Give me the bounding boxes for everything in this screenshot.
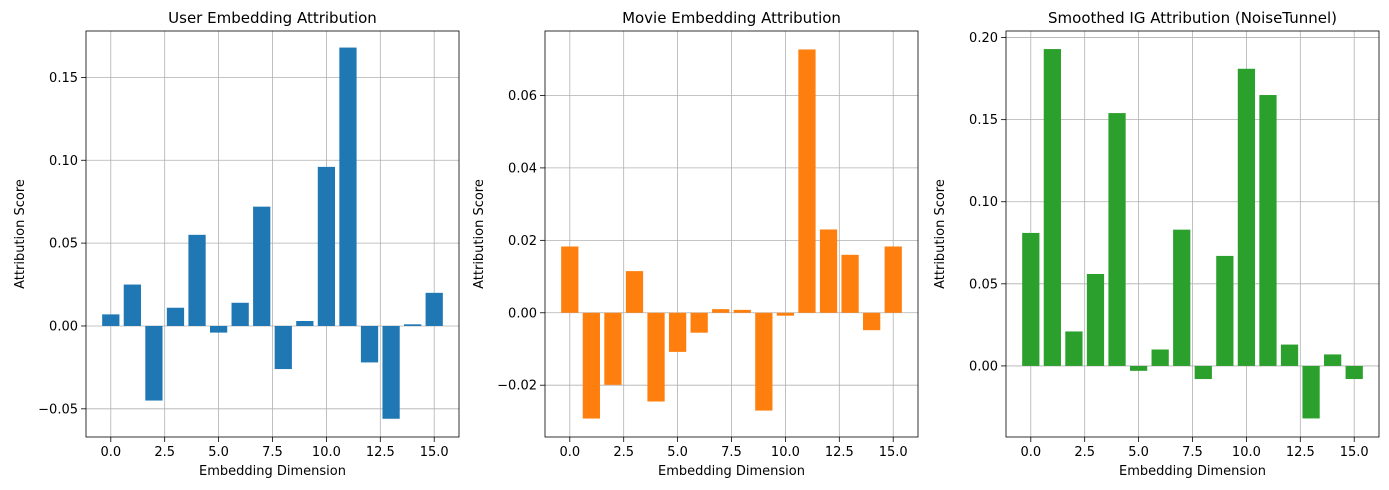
bar-dim-1 bbox=[582, 312, 600, 419]
y-tick-label: 0.20 bbox=[969, 31, 998, 46]
bar-dim-2 bbox=[604, 312, 622, 385]
bar-dim-8 bbox=[1194, 365, 1212, 380]
bar-dim-14 bbox=[863, 312, 881, 331]
chart-panel-2: 0.0 2.5 5.0 7.5 10.0 12.5 15.0 −0.02 0.00 0.02 0.0… bbox=[472, 9, 919, 479]
bar-dim-5 bbox=[1129, 365, 1148, 371]
x-tick-label: 5.0 bbox=[667, 445, 688, 460]
chart-title: User Embedding Attribution bbox=[168, 9, 377, 27]
bar-dim-11 bbox=[1259, 95, 1277, 366]
bar-dim-13 bbox=[382, 325, 400, 419]
y-tick-label: 0.06 bbox=[508, 89, 537, 104]
bar-dim-13 bbox=[1302, 365, 1320, 419]
bar-dim-13 bbox=[841, 254, 859, 313]
y-tick-label: 0.04 bbox=[508, 161, 537, 176]
y-tick-label: 0.15 bbox=[969, 113, 998, 128]
bar-dim-3 bbox=[625, 271, 644, 313]
x-tick-label: 7.5 bbox=[1182, 445, 1203, 460]
x-tick-label: 12.5 bbox=[366, 445, 395, 460]
bar-dim-7 bbox=[712, 309, 730, 313]
bar-dim-4 bbox=[1108, 113, 1126, 366]
bar-dim-5 bbox=[209, 325, 228, 333]
bar-dim-2 bbox=[1065, 331, 1083, 366]
y-tick-label: 0.02 bbox=[508, 234, 537, 249]
x-tick-label: 0.0 bbox=[559, 445, 580, 460]
bar-dim-9 bbox=[296, 321, 314, 326]
bar-dim-12 bbox=[360, 325, 379, 363]
bar-dim-8 bbox=[733, 309, 751, 313]
chart-panel-1: 0.0 2.5 5.0 7.5 10.0 12.5 15.0 −0.05 0.00 0.05 0.1… bbox=[13, 9, 460, 479]
y-tick-label: 0.00 bbox=[969, 359, 998, 374]
x-tick-label: 7.5 bbox=[721, 445, 742, 460]
y-tick-label: 0.00 bbox=[508, 306, 537, 321]
bar-dim-0 bbox=[102, 314, 120, 326]
y-axis-label: Attribution Score bbox=[13, 179, 28, 289]
bar-dim-10 bbox=[776, 312, 795, 316]
x-tick-label: 10.0 bbox=[312, 445, 341, 460]
x-tick-label: 15.0 bbox=[1340, 445, 1369, 460]
bar-dim-10 bbox=[317, 166, 336, 326]
bar-dim-9 bbox=[1216, 255, 1234, 366]
bar-dim-12 bbox=[819, 229, 838, 313]
x-tick-label: 5.0 bbox=[1128, 445, 1149, 460]
bar-dim-6 bbox=[231, 302, 249, 326]
bar-dim-3 bbox=[166, 307, 185, 326]
y-tick-label: 0.05 bbox=[49, 237, 78, 252]
bar-dim-14 bbox=[1324, 354, 1342, 366]
x-tick-label: 12.5 bbox=[825, 445, 854, 460]
y-axis-label: Attribution Score bbox=[472, 179, 487, 289]
x-tick-label: 12.5 bbox=[1286, 445, 1315, 460]
bar-dim-1 bbox=[1043, 49, 1061, 366]
bar-dim-15 bbox=[1345, 365, 1363, 380]
bar-dim-2 bbox=[145, 325, 163, 401]
bar-dim-8 bbox=[274, 325, 292, 370]
bar-dim-9 bbox=[755, 312, 773, 411]
bar-dim-11 bbox=[339, 47, 357, 326]
chart-title: Movie Embedding Attribution bbox=[622, 9, 841, 27]
bar-dim-14 bbox=[404, 324, 422, 326]
bar-dim-0 bbox=[561, 246, 579, 313]
x-tick-label: 15.0 bbox=[879, 445, 908, 460]
bar-dim-0 bbox=[1022, 232, 1040, 366]
x-axis-label: Embedding Dimension bbox=[658, 464, 805, 479]
x-tick-label: 5.0 bbox=[208, 445, 229, 460]
x-tick-label: 7.5 bbox=[262, 445, 283, 460]
bar-dim-5 bbox=[668, 312, 687, 352]
x-tick-label: 0.0 bbox=[100, 445, 121, 460]
bar-dim-1 bbox=[123, 284, 141, 326]
bar-dim-12 bbox=[1280, 344, 1299, 366]
y-tick-label: 0.05 bbox=[969, 277, 998, 292]
x-tick-label: 2.5 bbox=[154, 445, 175, 460]
x-tick-label: 10.0 bbox=[1232, 445, 1261, 460]
x-tick-label: 0.0 bbox=[1020, 445, 1041, 460]
bar-dim-7 bbox=[253, 206, 271, 326]
chart-title: Smoothed IG Attribution (NoiseTunnel) bbox=[1048, 9, 1337, 27]
y-tick-label: 0.15 bbox=[49, 71, 78, 86]
bar-dim-3 bbox=[1086, 273, 1105, 366]
y-axis-label: Attribution Score bbox=[933, 179, 948, 289]
bar-dim-7 bbox=[1173, 229, 1191, 366]
x-tick-label: 2.5 bbox=[1074, 445, 1095, 460]
y-tick-label: −0.02 bbox=[497, 379, 537, 394]
bar-dim-15 bbox=[425, 292, 443, 326]
y-tick-label: −0.05 bbox=[38, 402, 78, 417]
bar-dim-10 bbox=[1237, 68, 1256, 366]
bar-dim-4 bbox=[647, 312, 665, 402]
chart-panel-3: 0.0 2.5 5.0 7.5 10.0 12.5 15.0 0.00 0.05 0.10 0.15… bbox=[933, 9, 1380, 479]
bar-dim-15 bbox=[884, 246, 902, 313]
x-tick-label: 2.5 bbox=[613, 445, 634, 460]
y-tick-label: 0.10 bbox=[49, 154, 78, 169]
x-axis-label: Embedding Dimension bbox=[1119, 464, 1266, 479]
x-tick-label: 15.0 bbox=[420, 445, 449, 460]
bar-dim-6 bbox=[690, 312, 708, 333]
bar-dim-6 bbox=[1151, 349, 1169, 366]
bar-dim-4 bbox=[188, 234, 206, 326]
bar-dim-11 bbox=[798, 49, 816, 313]
y-tick-label: 0.00 bbox=[49, 319, 78, 334]
x-axis-label: Embedding Dimension bbox=[199, 464, 346, 479]
y-tick-label: 0.10 bbox=[969, 195, 998, 210]
x-tick-label: 10.0 bbox=[771, 445, 800, 460]
